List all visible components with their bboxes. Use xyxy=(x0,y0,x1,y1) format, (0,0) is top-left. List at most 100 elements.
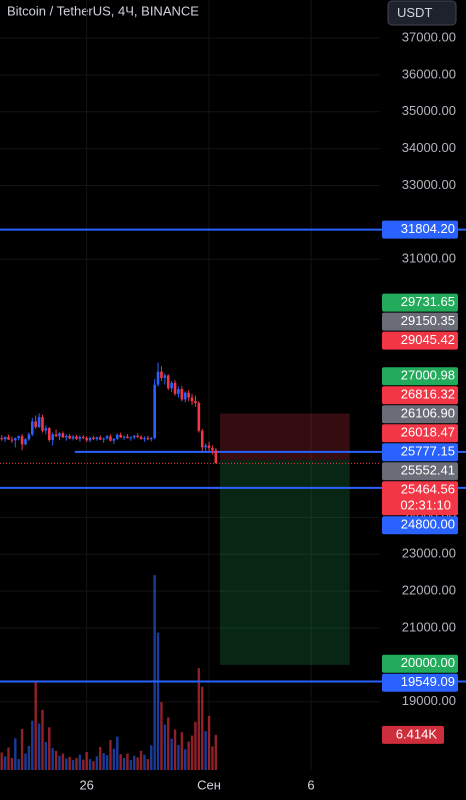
volume-bar xyxy=(156,632,160,770)
candle-body xyxy=(7,436,10,440)
currency-label[interactable]: USDT xyxy=(397,5,432,20)
volume-bar xyxy=(31,720,34,770)
price-label-box xyxy=(382,481,458,516)
candle-body xyxy=(214,450,218,464)
volume-bar xyxy=(207,715,211,770)
volume-bar xyxy=(3,756,7,770)
candle-body xyxy=(64,435,68,438)
candle-body xyxy=(27,434,31,440)
volume-bar xyxy=(17,759,20,770)
target-zone xyxy=(219,460,350,665)
candle-body xyxy=(68,435,71,439)
volume-bar xyxy=(27,745,31,770)
volume-bar xyxy=(75,757,78,770)
candle-body xyxy=(187,392,190,398)
candle-body xyxy=(204,445,207,448)
volume-bar xyxy=(133,755,136,770)
candle-body xyxy=(95,437,99,440)
volume-bar xyxy=(214,734,218,770)
candle-body xyxy=(54,434,58,437)
volume-bar xyxy=(109,739,112,770)
volume-bar xyxy=(51,748,54,770)
candle-body xyxy=(207,445,211,449)
volume-bar xyxy=(187,741,190,770)
candle-body xyxy=(71,436,75,439)
volume-bar xyxy=(44,742,48,770)
volume-bar xyxy=(20,728,24,770)
volume-bar xyxy=(14,738,17,770)
price-label: 20000.00 xyxy=(401,655,455,670)
volume-bar xyxy=(129,760,133,770)
volume-bar xyxy=(150,745,153,770)
y-tick-label: 31000.00 xyxy=(402,251,456,266)
y-tick-label: 22000.00 xyxy=(402,583,456,598)
volume-bar xyxy=(48,727,51,770)
candle-body xyxy=(109,436,112,441)
candle-body xyxy=(200,430,204,448)
price-label-box xyxy=(382,405,458,424)
candle-body xyxy=(146,438,150,440)
candle-body xyxy=(88,437,92,441)
candle-body xyxy=(119,434,122,438)
volume-bar xyxy=(180,732,184,770)
price-label: 31804.20 xyxy=(401,221,455,236)
price-label: 26018.47 xyxy=(401,425,455,440)
candle-body xyxy=(149,438,153,440)
countdown-label: 02:31:10 xyxy=(400,498,451,513)
volume-bar xyxy=(99,747,102,770)
y-tick-label: 23000.00 xyxy=(402,546,456,561)
volume-bar xyxy=(126,753,129,770)
candle-body xyxy=(211,448,214,451)
candle-body xyxy=(177,389,180,394)
price-label-box xyxy=(382,654,458,673)
volume-bar xyxy=(136,757,139,770)
price-label: 24800.00 xyxy=(401,517,455,532)
candle-body xyxy=(143,438,146,440)
candle-body xyxy=(102,438,105,440)
volume-bar xyxy=(82,759,85,770)
currency-button[interactable] xyxy=(387,0,457,26)
volume-bar xyxy=(54,750,58,770)
volume-bar xyxy=(122,757,126,770)
volume-bar xyxy=(34,681,37,770)
candle-body xyxy=(17,436,20,439)
volume-bar xyxy=(211,746,214,770)
volume-bar xyxy=(88,759,92,770)
candle-body xyxy=(98,437,102,440)
volume-bar xyxy=(105,755,109,770)
candle-body xyxy=(166,375,170,389)
price-label: 29150.35 xyxy=(401,313,455,328)
candle-body xyxy=(139,436,143,439)
volume-bar xyxy=(184,749,187,770)
price-label-box xyxy=(382,293,458,312)
volume-bar xyxy=(170,738,173,770)
volume-bar xyxy=(10,757,14,770)
price-label-box xyxy=(382,443,458,462)
candle-body xyxy=(85,438,88,441)
candle-body xyxy=(173,382,177,394)
candle-body xyxy=(197,403,201,431)
volume-bar xyxy=(153,575,156,770)
candle-body xyxy=(41,417,44,431)
volume-bar xyxy=(24,753,27,770)
price-label-box xyxy=(382,367,458,386)
candle-body xyxy=(10,439,14,441)
candle-body xyxy=(3,436,7,440)
price-label: 25552.41 xyxy=(401,463,455,478)
volume-bar xyxy=(204,731,207,770)
chart-title: Bitcoin / TetherUS, 4Ч, BINANCE xyxy=(7,3,199,18)
volume-bar xyxy=(177,744,180,770)
volume-bar xyxy=(163,724,167,770)
candle-body xyxy=(34,421,37,428)
candle-body xyxy=(47,428,51,440)
volume-bar xyxy=(116,736,119,770)
candle-body xyxy=(122,436,126,438)
price-label-box xyxy=(382,462,458,481)
candle-body xyxy=(126,436,129,439)
price-label-box xyxy=(382,424,458,443)
volume-bar xyxy=(65,758,68,770)
volume-bar xyxy=(167,717,170,770)
volume-bar xyxy=(37,723,41,770)
candle-body xyxy=(81,436,85,439)
candle-body xyxy=(190,397,194,402)
